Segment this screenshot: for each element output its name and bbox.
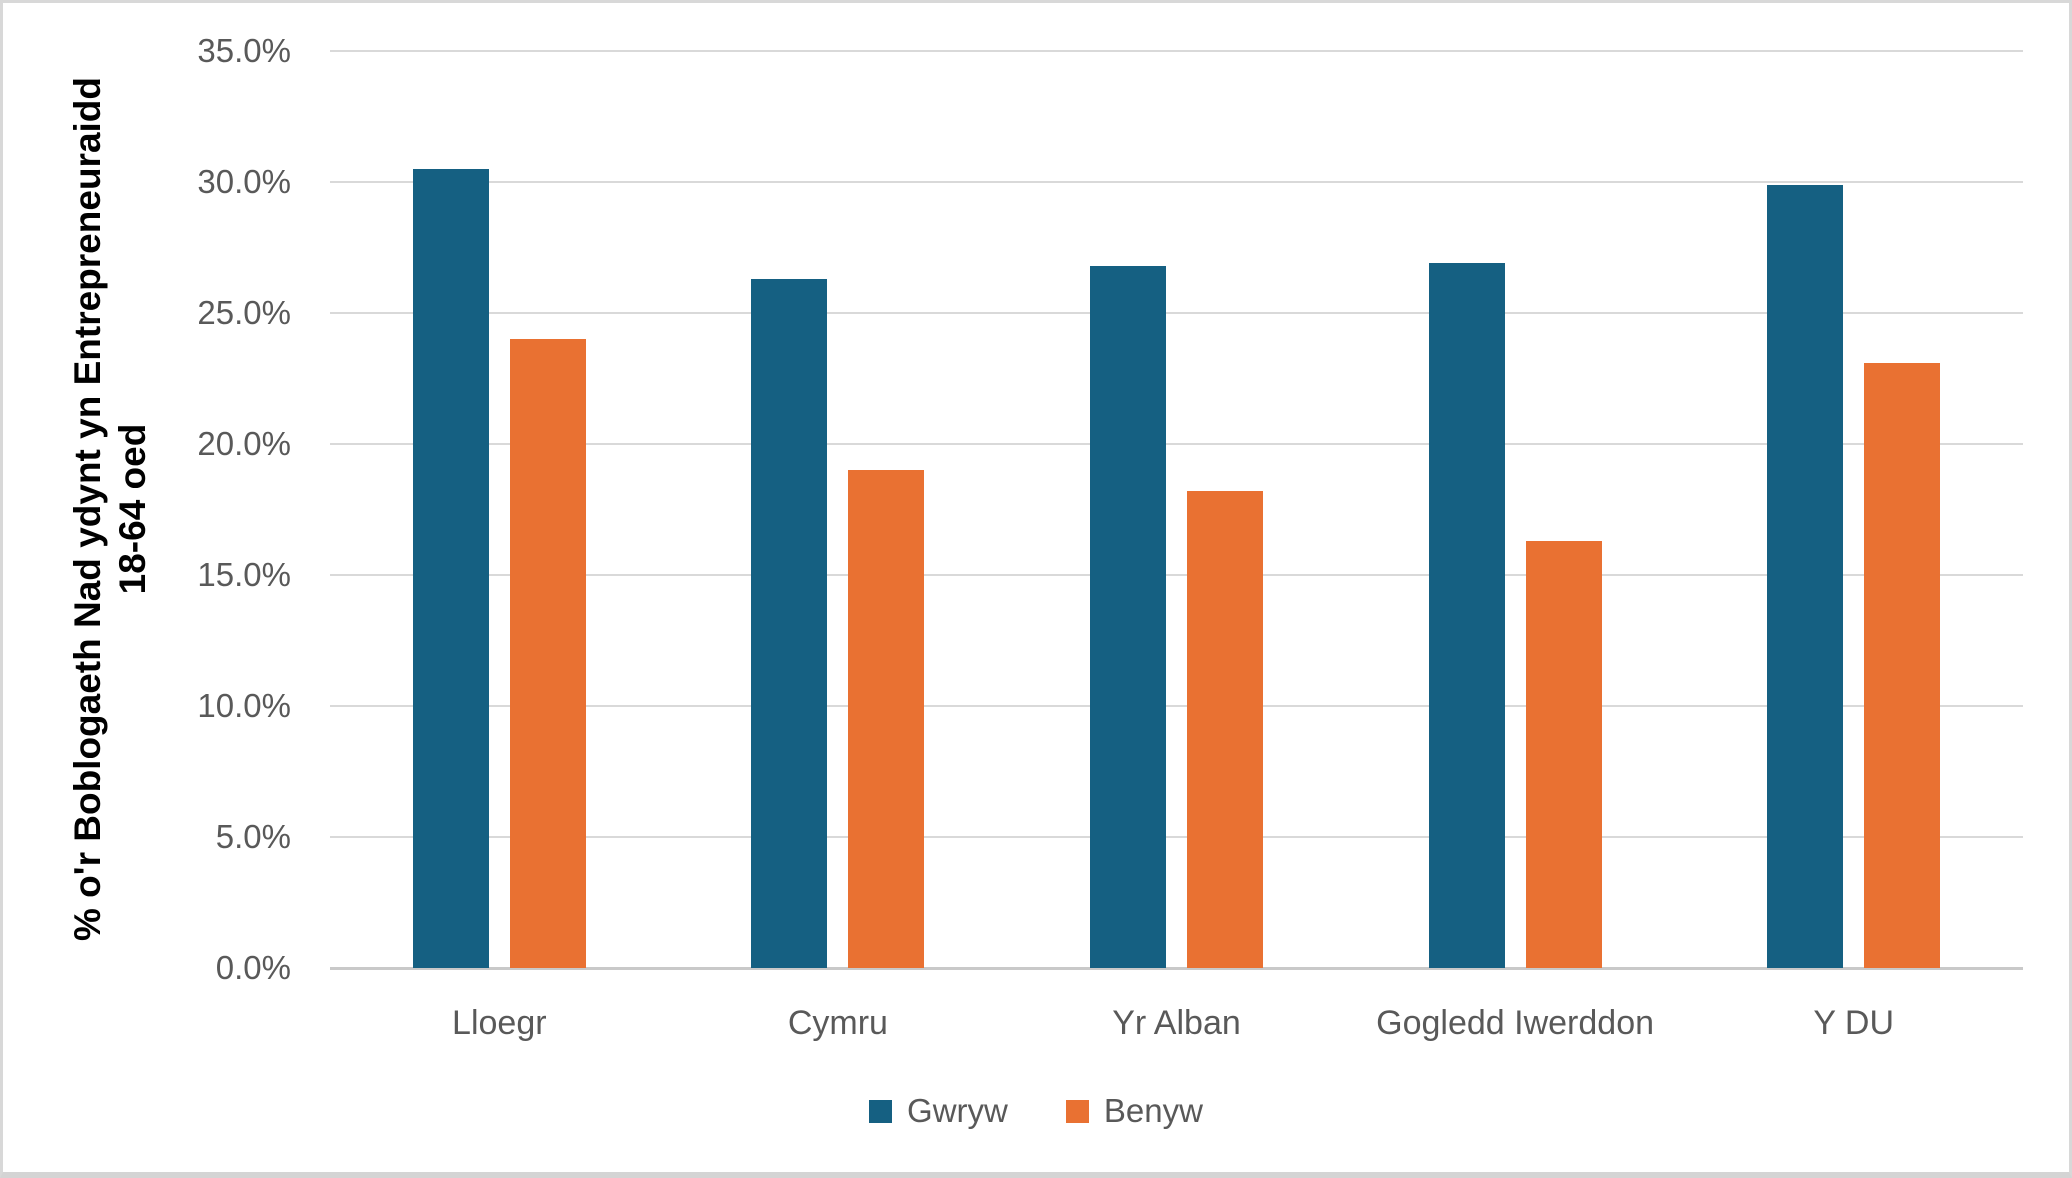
legend-label-benyw: Benyw	[1103, 1092, 1203, 1129]
y-axis-title: % o'r Boblogaeth Nad ydynt yn Entreprene…	[65, 77, 155, 941]
y-tick-label: 30.0%	[197, 163, 291, 200]
legend: Gwryw Benyw	[3, 1085, 2069, 1137]
x-axis-line	[330, 967, 2023, 970]
y-tick-label: 10.0%	[197, 687, 291, 724]
x-axis-label-yr-alban: Yr Alban	[1112, 1004, 1241, 1042]
bar-gwryw-lloegr	[412, 168, 489, 968]
bar-benyw-lloegr	[509, 339, 586, 968]
y-axis-title-line-2: 18-64 oed	[112, 423, 153, 595]
gridline	[330, 836, 2023, 838]
gridline	[330, 50, 2023, 52]
x-axis-label-lloegr: Lloegr	[452, 1004, 547, 1042]
bar-gwryw-yr-alban	[1090, 265, 1166, 968]
bar-gwryw-cymru	[751, 278, 828, 968]
bar-benyw-y-du	[1864, 362, 1941, 968]
gridline	[330, 181, 2023, 183]
x-axis-label-gogledd-iwerddon: Gogledd Iwerddon	[1376, 1004, 1655, 1042]
bar-benyw-yr-alban	[1187, 491, 1263, 968]
gridline	[330, 312, 2023, 314]
gridline	[330, 705, 2023, 707]
y-tick-label: 15.0%	[197, 556, 291, 593]
bar-gwryw-y-du	[1767, 184, 1844, 968]
legend-item-benyw: Benyw	[1065, 1092, 1203, 1130]
y-tick-label: 20.0%	[197, 425, 291, 462]
gridline	[330, 443, 2023, 445]
x-axis-label-cymru: Cymru	[787, 1004, 888, 1042]
legend-item-gwryw: Gwryw	[869, 1092, 1008, 1130]
y-tick-label: 5.0%	[215, 818, 291, 855]
y-tick-label: 35.0%	[197, 32, 291, 69]
legend-swatch-gwryw	[869, 1099, 893, 1123]
y-tick-label: 0.0%	[215, 949, 291, 986]
gridline	[330, 574, 2023, 576]
legend-label-gwryw: Gwryw	[907, 1092, 1008, 1129]
bar-gwryw-gogledd-iwerddon	[1428, 263, 1505, 968]
y-tick-label: 25.0%	[197, 294, 291, 331]
y-axis-title-line-1: % o'r Boblogaeth Nad ydynt yn Entreprene…	[66, 76, 108, 942]
x-axis-label-y-du: Y DU	[1813, 1004, 1894, 1042]
legend-swatch-benyw	[1065, 1099, 1089, 1123]
bar-benyw-cymru	[848, 470, 925, 968]
bar-benyw-gogledd-iwerddon	[1525, 540, 1602, 968]
